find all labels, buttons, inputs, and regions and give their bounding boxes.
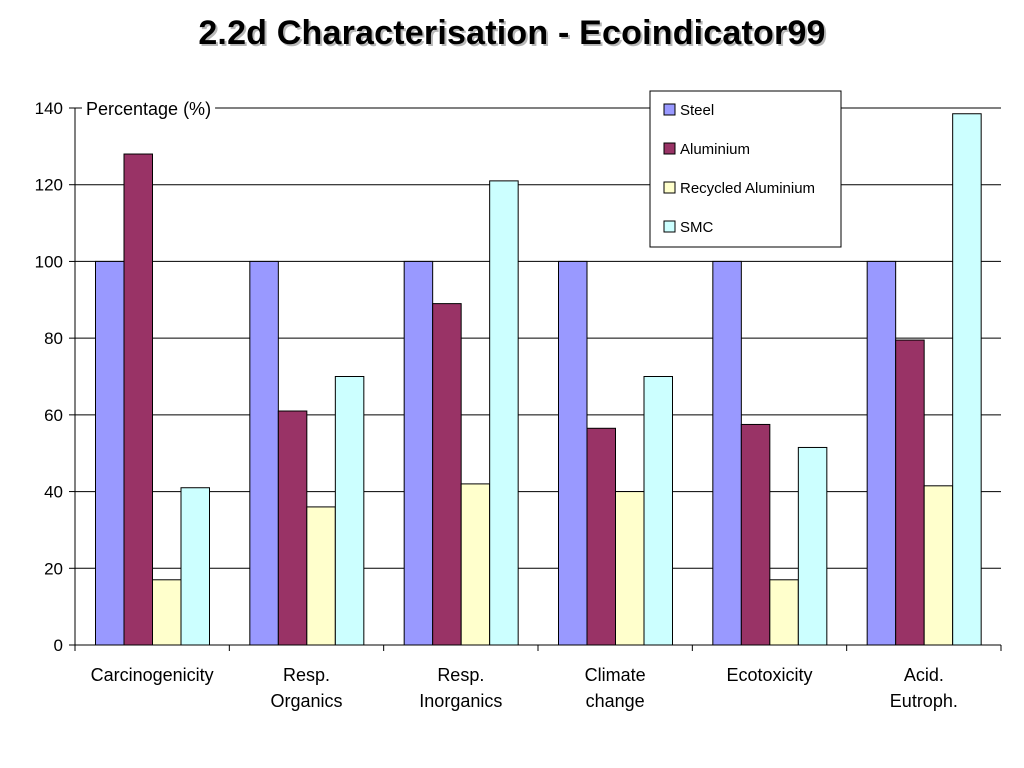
bar-smc <box>334 376 365 646</box>
bar-smc <box>180 487 210 646</box>
bar-recycled-aluminium <box>306 506 336 646</box>
bar-smc <box>643 376 673 646</box>
category-label: Organics <box>270 691 342 711</box>
category-label: Resp. <box>437 665 484 685</box>
category-label: Ecotoxicity <box>726 665 812 685</box>
y-tick-label: 40 <box>44 483 63 502</box>
y-tick-label: 120 <box>35 176 63 195</box>
bar-steel <box>558 260 588 646</box>
legend-label: Steel <box>680 102 714 119</box>
bar-recycled-aluminium <box>923 485 954 646</box>
y-axis-title: Percentage (%) <box>86 99 211 119</box>
bar-aluminium <box>123 153 153 646</box>
legend-label: SMC <box>680 219 714 236</box>
category-label: Inorganics <box>419 691 502 711</box>
category-label: change <box>586 691 645 711</box>
legend-swatch <box>663 220 676 233</box>
bar-smc <box>952 113 982 646</box>
bar-aluminium <box>586 427 616 646</box>
bar-recycled-aluminium <box>615 491 645 646</box>
legend-swatch <box>663 142 676 155</box>
bar-steel <box>249 260 279 646</box>
bar-aluminium <box>277 410 308 646</box>
bar-smc <box>797 446 828 646</box>
bar-steel <box>403 260 434 646</box>
y-tick-label: 20 <box>44 559 63 578</box>
y-tick-label: 0 <box>54 636 63 655</box>
legend-swatch <box>663 181 676 194</box>
category-label: Acid. <box>904 665 944 685</box>
bar-aluminium <box>432 303 462 646</box>
legend-label: Recycled Aluminium <box>680 180 815 197</box>
category-labels: Carcinogenicity Resp. Organics Resp. Inorgan… <box>91 665 958 711</box>
bars <box>95 113 982 646</box>
category-label: Resp. <box>283 665 330 685</box>
bar-steel <box>712 260 742 646</box>
y-tick-label: 60 <box>44 406 63 425</box>
bar-recycled-aluminium <box>460 483 491 646</box>
y-axis-title-background <box>82 98 216 120</box>
legend-label: Aluminium <box>680 141 750 158</box>
category-label: Climate <box>585 665 646 685</box>
bar-steel <box>866 260 897 646</box>
slide-title: 2.2d Characterisation - Ecoindicator99 <box>198 14 826 52</box>
gridlines <box>69 107 1001 646</box>
legend-swatch <box>663 103 676 116</box>
y-tick-label: 140 <box>35 99 63 118</box>
legend: Steel Aluminium Recycled Aluminium SMC <box>649 90 842 248</box>
bar-aluminium <box>895 339 925 646</box>
bar-aluminium <box>740 423 771 646</box>
axes <box>74 108 1002 651</box>
y-tick-label: 80 <box>44 329 63 348</box>
legend-box <box>649 90 842 248</box>
bar-recycled-aluminium <box>769 579 799 646</box>
y-tick-labels: 0 20 40 60 80 100 120 140 <box>35 99 63 655</box>
bar-smc <box>489 180 519 646</box>
y-tick-label: 100 <box>35 252 63 271</box>
category-label: Carcinogenicity <box>91 665 214 685</box>
category-label: Eutroph. <box>890 691 958 711</box>
bar-recycled-aluminium <box>152 579 182 646</box>
bar-steel <box>95 260 125 646</box>
